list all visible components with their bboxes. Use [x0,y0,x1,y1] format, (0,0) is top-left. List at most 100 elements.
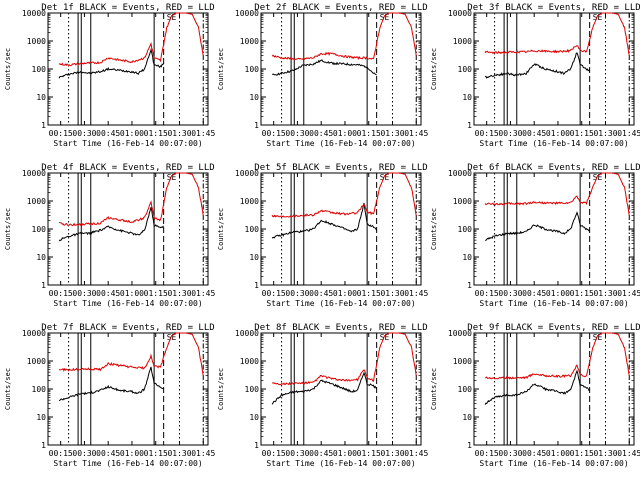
x-axis-label: Start Time (16-Feb-14 00:07:00) [479,299,628,308]
y-axis-label: Counts/sec [217,48,225,90]
y-tick-label: 1 [467,121,472,130]
x-tick-label: 00:15 [475,129,499,138]
x-tick-label: 00:15 [262,129,286,138]
x-tick-label: 01:45 [191,289,215,298]
x-axis-label: Start Time (16-Feb-14 00:07:00) [479,459,628,468]
x-axis-label: Start Time (16-Feb-14 00:07:00) [479,139,628,148]
y-tick-label: 1000 [453,357,472,366]
panel-title: Det 9f BLACK = Events, RED = LLD [467,323,640,333]
se-marker-label: SE [167,13,177,22]
panel-title: Det 7f BLACK = Events, RED = LLD [41,323,214,333]
y-tick-label: 10 [462,93,472,102]
detector-panel: Det 5f BLACK = Events, RED = LLD 1 10 100 10… [217,163,428,308]
x-axis-label: Start Time (16-Feb-14 00:07:00) [266,459,415,468]
y-tick-label: 10 [249,413,259,422]
plot-frame [47,332,209,446]
x-tick-label: 00:30 [72,289,96,298]
y-tick-label: 1 [467,281,472,290]
x-tick-label: 00:30 [498,289,522,298]
y-tick-label: 1000 [240,197,259,206]
x-tick-label: 00:45 [96,289,120,298]
detector-panel: Det 6f BLACK = Events, RED = LLD 1 10 100 10… [430,163,640,308]
x-tick-label: 01:45 [617,289,640,298]
y-tick-label: 1 [254,281,259,290]
lld-series-line [484,12,630,56]
y-tick-label: 100 [32,65,47,74]
y-tick-label: 10000 [448,9,472,18]
panel-title: Det 5f BLACK = Events, RED = LLD [254,163,427,173]
x-tick-label: 00:15 [49,289,73,298]
x-tick-label: 00:15 [262,289,286,298]
panel-title: Det 6f BLACK = Events, RED = LLD [467,163,640,173]
lld-series-line [484,332,630,380]
x-tick-label: 01:15 [570,449,594,458]
plot-frame [47,12,209,126]
x-tick-label: 00:30 [285,289,309,298]
y-axis-label: Counts/sec [430,48,438,90]
x-tick-label: 01:30 [167,129,191,138]
x-tick-label: 00:45 [522,449,546,458]
x-tick-label: 01:30 [380,449,404,458]
lld-series-line [271,172,417,218]
y-tick-label: 100 [245,65,260,74]
se-marker-label: SE [593,333,603,342]
x-tick-label: 01:45 [191,129,215,138]
plot-frame [260,332,422,446]
detector-panel: Det 2f BLACK = Events, RED = LLD 1 10 100 10… [217,3,428,148]
y-axis-label: Counts/sec [4,368,12,410]
se-marker-label: SE [593,173,603,182]
y-tick-label: 10 [462,253,472,262]
y-tick-label: 1000 [240,37,259,46]
se-marker-label: SE [167,333,177,342]
y-tick-label: 1000 [453,37,472,46]
panel-title: Det 4f BLACK = Events, RED = LLD [41,163,214,173]
y-tick-label: 1 [467,441,472,450]
y-tick-label: 1 [254,121,259,130]
se-marker-label: SE [593,13,603,22]
y-tick-label: 1 [41,441,46,450]
events-series-line [58,207,164,242]
x-tick-label: 00:45 [309,129,333,138]
x-tick-label: 00:15 [262,449,286,458]
y-tick-label: 10 [462,413,472,422]
x-tick-label: 01:30 [593,129,617,138]
x-tick-label: 01:00 [120,449,144,458]
lld-series-line [59,172,204,227]
x-tick-label: 01:30 [380,289,404,298]
se-marker-label: SE [380,333,390,342]
x-tick-label: 01:30 [167,289,191,298]
plot-frame [260,172,422,286]
x-axis-label: Start Time (16-Feb-14 00:07:00) [53,299,202,308]
y-tick-label: 1 [41,121,46,130]
y-axis-label: Counts/sec [430,368,438,410]
x-tick-label: 01:00 [546,289,570,298]
x-tick-label: 01:15 [570,129,594,138]
y-tick-label: 1 [41,281,46,290]
x-tick-label: 00:15 [475,449,499,458]
events-series-line [272,59,377,76]
x-tick-label: 01:45 [404,449,428,458]
x-tick-label: 01:15 [357,449,381,458]
plot-frame [473,12,635,126]
y-tick-label: 1000 [27,357,46,366]
events-series-line [271,371,378,405]
x-tick-label: 01:15 [357,289,381,298]
x-tick-label: 00:45 [309,449,333,458]
x-tick-label: 01:30 [593,289,617,298]
y-tick-label: 100 [32,385,47,394]
y-tick-label: 10000 [235,9,259,18]
x-tick-label: 00:30 [285,129,309,138]
x-tick-label: 00:15 [49,129,73,138]
y-tick-label: 10000 [22,329,46,338]
y-axis-label: Counts/sec [4,208,12,250]
lld-series-line [271,332,417,386]
plot-frame [260,12,422,126]
se-marker-label: SE [380,173,390,182]
detector-panel: Det 3f BLACK = Events, RED = LLD 1 10 100 10… [430,3,640,148]
y-tick-label: 1000 [240,357,259,366]
panel-title: Det 3f BLACK = Events, RED = LLD [467,3,640,13]
x-tick-label: 01:00 [333,129,357,138]
x-tick-label: 01:00 [120,289,144,298]
x-tick-label: 01:15 [144,289,168,298]
x-tick-label: 01:45 [617,129,640,138]
